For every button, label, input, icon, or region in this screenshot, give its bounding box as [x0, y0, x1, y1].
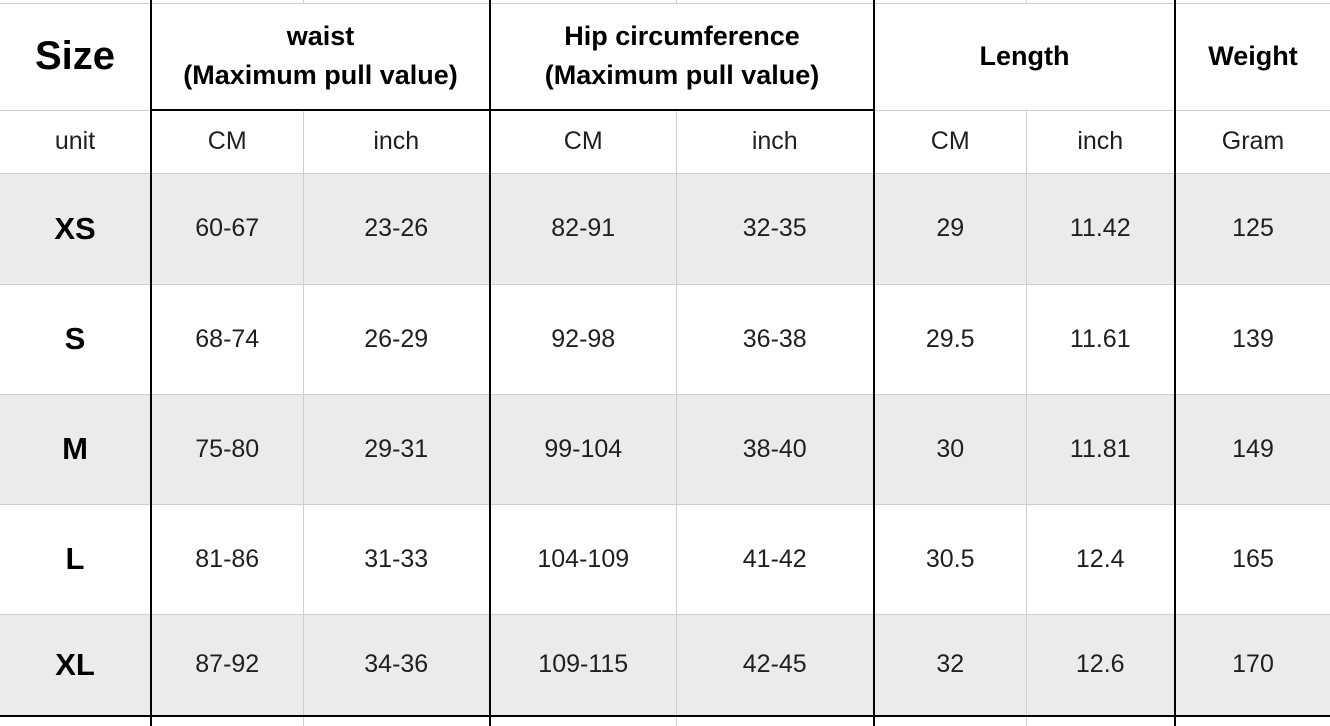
cell-length-cm: 30: [873, 394, 1026, 505]
unit-length-inch: inch: [1025, 110, 1175, 174]
sliver-cell: [1025, 716, 1175, 726]
sliver-cell: [1174, 0, 1330, 4]
sliver-cell: [873, 716, 1026, 726]
unit-row: unit CM inch CM inch CM inch Gram: [0, 110, 1330, 174]
cell-hip-inch: 38-40: [675, 394, 874, 505]
cell-length-inch: 12.4: [1025, 504, 1175, 615]
header-hip-group: Hip circumference (Maximum pull value): [489, 3, 874, 111]
sliver-cell: [302, 0, 490, 4]
sliver-cell: [0, 0, 151, 4]
cell-length-cm: 32: [873, 614, 1026, 717]
unit-hip-cm: CM: [489, 110, 676, 174]
sliver-cell: [873, 0, 1026, 4]
cell-waist-inch: 29-31: [302, 394, 490, 505]
cell-waist-cm: 75-80: [150, 394, 303, 505]
top-edge-sliver-row: [0, 0, 1330, 4]
sliver-cell: [489, 0, 676, 4]
cell-length-inch: 11.61: [1025, 284, 1175, 395]
unit-length-cm: CM: [873, 110, 1026, 174]
header-size: Size: [0, 3, 151, 111]
sliver-cell: [675, 0, 874, 4]
header-waist-line1: waist: [286, 21, 355, 52]
size-label: L: [0, 504, 151, 615]
table-row-xs: XS 60-67 23-26 82-91 32-35 29 11.42 125: [0, 173, 1330, 285]
header-row: Size waist (Maximum pull value) Hip circ…: [0, 3, 1330, 111]
cell-waist-inch: 34-36: [302, 614, 490, 717]
cell-length-cm: 29: [873, 173, 1026, 285]
header-waist-line2: (Maximum pull value): [183, 60, 458, 91]
header-weight-group: Weight: [1174, 3, 1330, 111]
size-label: XL: [0, 614, 151, 717]
header-waist-group: waist (Maximum pull value): [150, 3, 490, 111]
sliver-cell: [150, 716, 303, 726]
unit-weight-gram: Gram: [1174, 110, 1330, 174]
size-label: XS: [0, 173, 151, 285]
unit-waist-cm: CM: [150, 110, 303, 174]
sliver-cell: [1025, 0, 1175, 4]
cell-waist-inch: 23-26: [302, 173, 490, 285]
cell-hip-cm: 109-115: [489, 614, 676, 717]
cell-hip-inch: 41-42: [675, 504, 874, 615]
unit-row-label: unit: [0, 110, 151, 174]
cell-hip-cm: 92-98: [489, 284, 676, 395]
cell-length-inch: 11.81: [1025, 394, 1175, 505]
table-row-xl: XL 87-92 34-36 109-115 42-45 32 12.6 170: [0, 614, 1330, 717]
cell-waist-cm: 81-86: [150, 504, 303, 615]
cell-waist-cm: 87-92: [150, 614, 303, 717]
sliver-cell: [0, 716, 151, 726]
cell-hip-inch: 42-45: [675, 614, 874, 717]
sliver-cell: [150, 0, 303, 4]
table-row-l: L 81-86 31-33 104-109 41-42 30.5 12.4 16…: [0, 504, 1330, 615]
cell-length-inch: 12.6: [1025, 614, 1175, 717]
table-row-m: M 75-80 29-31 99-104 38-40 30 11.81 149: [0, 394, 1330, 505]
cell-waist-inch: 26-29: [302, 284, 490, 395]
cell-weight-gram: 149: [1174, 394, 1330, 505]
sliver-cell: [1174, 716, 1330, 726]
sliver-cell: [302, 716, 490, 726]
sliver-cell: [489, 716, 676, 726]
bottom-edge-sliver-row: [0, 716, 1330, 726]
cell-hip-cm: 104-109: [489, 504, 676, 615]
cell-length-inch: 11.42: [1025, 173, 1175, 285]
cell-weight-gram: 165: [1174, 504, 1330, 615]
cell-waist-cm: 60-67: [150, 173, 303, 285]
cell-weight-gram: 125: [1174, 173, 1330, 285]
cell-waist-cm: 68-74: [150, 284, 303, 395]
cell-length-cm: 30.5: [873, 504, 1026, 615]
cell-weight-gram: 170: [1174, 614, 1330, 717]
size-label: M: [0, 394, 151, 505]
cell-hip-cm: 82-91: [489, 173, 676, 285]
cell-hip-cm: 99-104: [489, 394, 676, 505]
cell-hip-inch: 36-38: [675, 284, 874, 395]
table-row-s: S 68-74 26-29 92-98 36-38 29.5 11.61 139: [0, 284, 1330, 395]
header-length-group: Length: [873, 3, 1175, 111]
cell-hip-inch: 32-35: [675, 173, 874, 285]
unit-hip-inch: inch: [675, 110, 874, 174]
header-hip-line2: (Maximum pull value): [544, 60, 820, 91]
cell-length-cm: 29.5: [873, 284, 1026, 395]
header-hip-line1: Hip circumference: [564, 21, 800, 52]
cell-weight-gram: 139: [1174, 284, 1330, 395]
cell-waist-inch: 31-33: [302, 504, 490, 615]
sliver-cell: [675, 716, 874, 726]
unit-waist-inch: inch: [302, 110, 490, 174]
size-label: S: [0, 284, 151, 395]
